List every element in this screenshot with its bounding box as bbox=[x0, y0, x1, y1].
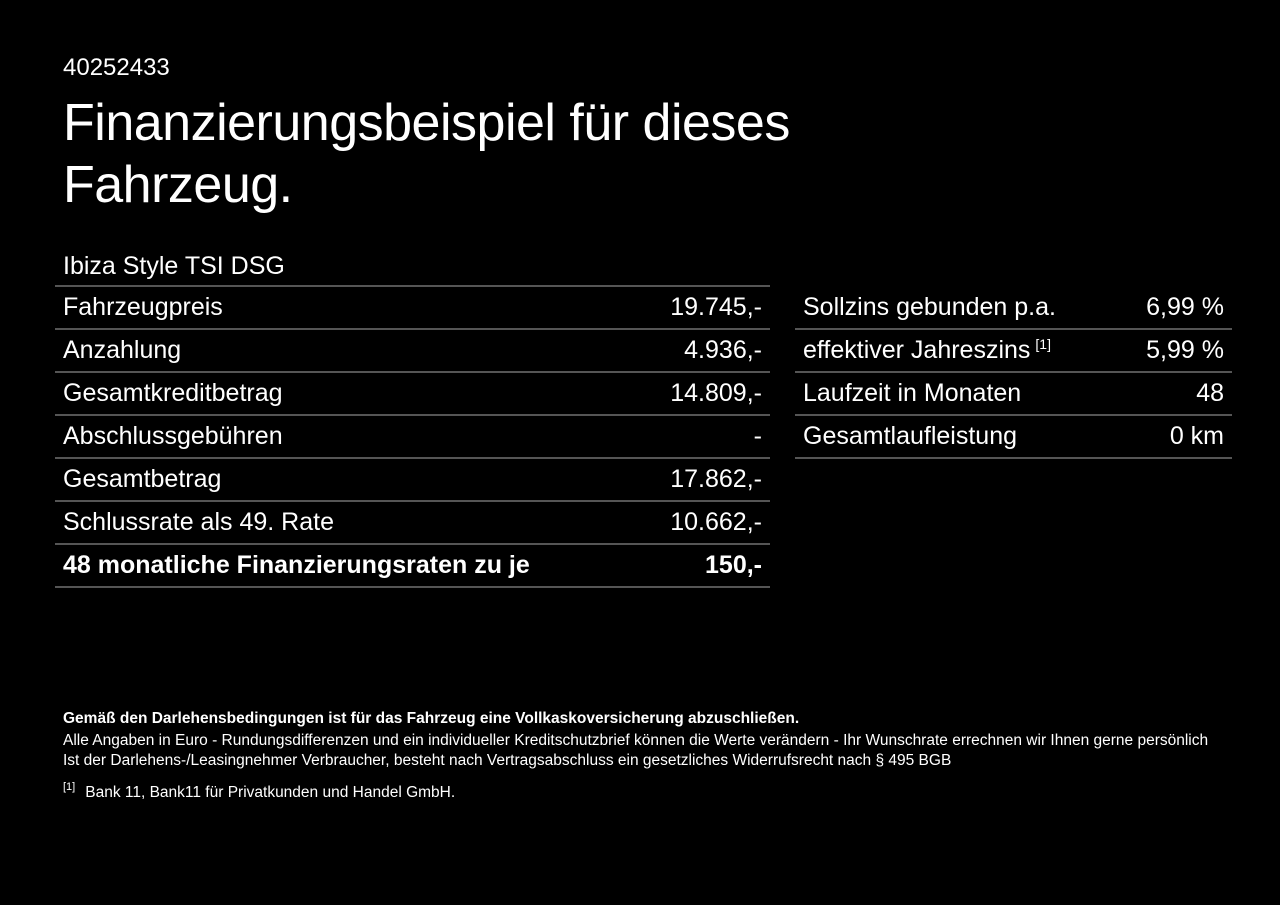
row-label: Gesamtbetrag bbox=[63, 465, 222, 493]
row-label: Anzahlung bbox=[63, 336, 182, 364]
row-value: 10.662,- bbox=[670, 508, 762, 536]
table-row-laufzeit: Laufzeit in Monaten 48 bbox=[795, 373, 1232, 416]
document-id: 40252433 bbox=[63, 54, 170, 81]
row-label: Schlussrate als 49. Rate bbox=[63, 508, 334, 536]
footnote-ref: [1] bbox=[1035, 335, 1051, 352]
table-row-schlussrate: Schlussrate als 49. Rate 10.662,- bbox=[55, 502, 770, 545]
row-label: effektiver Jahreszins [1] bbox=[803, 335, 1051, 364]
insurance-note: Gemäß den Darlehensbedingungen ist für d… bbox=[63, 710, 800, 727]
row-value: 4.936,- bbox=[684, 336, 762, 364]
row-value: 0 km bbox=[1169, 422, 1224, 450]
row-value: 48 bbox=[1196, 379, 1224, 407]
row-label: Fahrzeugpreis bbox=[63, 293, 223, 321]
table-row-gesamtlaufleistung: Gesamtlaufleistung 0 km bbox=[795, 416, 1232, 459]
row-label: Gesamtlaufleistung bbox=[803, 422, 1018, 450]
vehicle-model: Ibiza Style TSI DSG bbox=[55, 250, 770, 287]
row-value: 19.745,- bbox=[670, 293, 762, 321]
row-value: 17.862,- bbox=[670, 465, 762, 493]
table-row-gesamtbetrag: Gesamtbetrag 17.862,- bbox=[55, 459, 770, 502]
table-row-effektiver-jahreszins: effektiver Jahreszins [1] 5,99 % bbox=[795, 330, 1232, 373]
row-label: Laufzeit in Monaten bbox=[803, 379, 1022, 407]
row-label: Sollzins gebunden p.a. bbox=[803, 293, 1056, 321]
row-value: - bbox=[753, 422, 762, 450]
page-title-line1: Finanzierungsbeispiel für dieses bbox=[63, 94, 790, 152]
table-row-anzahlung: Anzahlung 4.936,- bbox=[55, 330, 770, 373]
footer: Gemäß den Darlehensbedingungen ist für d… bbox=[63, 709, 1223, 803]
finance-table: Ibiza Style TSI DSG Fahrzeugpreis 19.745… bbox=[55, 250, 770, 588]
footnote-text: Bank 11, Bank11 für Privatkunden und Han… bbox=[85, 783, 456, 801]
footnote: [1] Bank 11, Bank11 für Privatkunden und … bbox=[63, 781, 1223, 804]
row-value: 5,99 % bbox=[1146, 336, 1224, 364]
table-row-monatsrate: 48 monatliche Finanzierungsraten zu je 1… bbox=[55, 545, 770, 588]
table-row-sollzins: Sollzins gebunden p.a. 6,99 % bbox=[795, 287, 1232, 330]
table-row-abschlussgebuehren: Abschlussgebühren - bbox=[55, 416, 770, 459]
page-title-line2: Fahrzeug. bbox=[63, 156, 293, 214]
row-label: Gesamtkreditbetrag bbox=[63, 379, 283, 407]
disclaimer-line1: Alle Angaben in Euro - Rundungsdifferenz… bbox=[63, 731, 1209, 749]
disclaimer-line2: Ist der Darlehens-/Leasingnehmer Verbrau… bbox=[63, 752, 952, 769]
row-value: 6,99 % bbox=[1146, 293, 1224, 321]
rates-table: Sollzins gebunden p.a. 6,99 % effektiver… bbox=[795, 287, 1232, 459]
table-row-fahrzeugpreis: Fahrzeugpreis 19.745,- bbox=[55, 287, 770, 330]
page-title: Finanzierungsbeispiel für dieses Fahrzeu… bbox=[63, 92, 790, 216]
row-label: Abschlussgebühren bbox=[63, 422, 283, 450]
row-label: 48 monatliche Finanzierungsraten zu je bbox=[63, 551, 530, 579]
table-row-gesamtkreditbetrag: Gesamtkreditbetrag 14.809,- bbox=[55, 373, 770, 416]
footnote-marker: [1] bbox=[63, 781, 76, 794]
row-value: 14.809,- bbox=[670, 379, 762, 407]
row-value: 150,- bbox=[705, 551, 762, 579]
